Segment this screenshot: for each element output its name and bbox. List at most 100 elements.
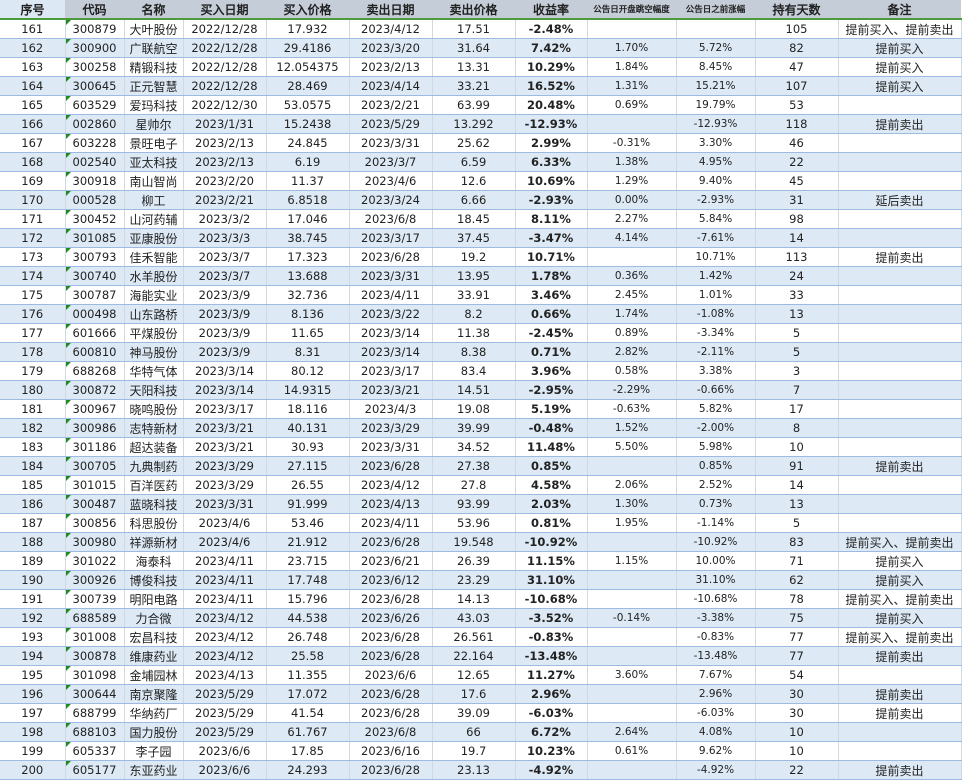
cell-hold-days[interactable]: 78: [755, 589, 839, 609]
cell-gap-open[interactable]: 0.89%: [587, 323, 677, 343]
cell-sell-date[interactable]: 2023/6/26: [349, 608, 433, 628]
cell-return-rate[interactable]: -6.03%: [515, 703, 588, 723]
cell-buy-price[interactable]: 23.715: [266, 551, 350, 571]
cell-buy-date[interactable]: 2023/3/9: [183, 323, 267, 343]
cell-sell-price[interactable]: 31.64: [432, 38, 516, 58]
cell-buy-price[interactable]: 27.115: [266, 456, 350, 476]
cell-buy-price[interactable]: 41.54: [266, 703, 350, 723]
cell-remark[interactable]: 提前卖出: [838, 247, 962, 267]
cell-name[interactable]: 国力股份: [124, 722, 184, 742]
cell-buy-date[interactable]: 2023/3/3: [183, 228, 267, 248]
cell-gap-open[interactable]: 4.14%: [587, 228, 677, 248]
cell-hold-days[interactable]: 22: [755, 152, 839, 172]
cell-index[interactable]: 181: [0, 399, 66, 419]
cell-buy-price[interactable]: 30.93: [266, 437, 350, 457]
cell-name[interactable]: 晓鸣股份: [124, 399, 184, 419]
cell-sell-price[interactable]: 93.99: [432, 494, 516, 514]
cell-index[interactable]: 193: [0, 627, 66, 647]
cell-remark[interactable]: [838, 266, 962, 286]
cell-gap-open[interactable]: 1.70%: [587, 38, 677, 58]
cell-gap-open[interactable]: [587, 703, 677, 723]
cell-sell-date[interactable]: 2023/6/28: [349, 760, 433, 780]
cell-return-rate[interactable]: 3.96%: [515, 361, 588, 381]
cell-sell-price[interactable]: 43.03: [432, 608, 516, 628]
cell-hold-days[interactable]: 10: [755, 722, 839, 742]
cell-buy-price[interactable]: 11.355: [266, 665, 350, 685]
cell-sell-date[interactable]: 2023/5/29: [349, 114, 433, 134]
cell-name[interactable]: 天阳科技: [124, 380, 184, 400]
cell-pre-gain[interactable]: -1.14%: [676, 513, 756, 533]
cell-return-rate[interactable]: -3.47%: [515, 228, 588, 248]
cell-index[interactable]: 199: [0, 741, 66, 761]
cell-code[interactable]: 300258: [65, 57, 125, 77]
cell-return-rate[interactable]: 5.19%: [515, 399, 588, 419]
cell-gap-open[interactable]: [587, 760, 677, 780]
cell-buy-date[interactable]: 2023/4/13: [183, 665, 267, 685]
cell-index[interactable]: 192: [0, 608, 66, 628]
cell-buy-price[interactable]: 11.65: [266, 323, 350, 343]
column-header-pre-gain[interactable]: 公告日之前涨幅: [676, 0, 755, 20]
cell-remark[interactable]: [838, 475, 962, 495]
cell-buy-price[interactable]: 18.116: [266, 399, 350, 419]
cell-remark[interactable]: [838, 228, 962, 248]
cell-return-rate[interactable]: 4.58%: [515, 475, 588, 495]
cell-gap-open[interactable]: 2.45%: [587, 285, 677, 305]
cell-remark[interactable]: 提前卖出: [838, 760, 962, 780]
cell-index[interactable]: 182: [0, 418, 66, 438]
cell-remark[interactable]: [838, 665, 962, 685]
cell-name[interactable]: 博俊科技: [124, 570, 184, 590]
cell-buy-price[interactable]: 24.845: [266, 133, 350, 153]
cell-pre-gain[interactable]: -2.11%: [676, 342, 756, 362]
cell-return-rate[interactable]: 11.15%: [515, 551, 588, 571]
cell-hold-days[interactable]: 75: [755, 608, 839, 628]
cell-sell-date[interactable]: 2023/4/6: [349, 171, 433, 191]
cell-remark[interactable]: [838, 437, 962, 457]
cell-code[interactable]: 301186: [65, 437, 125, 457]
cell-code[interactable]: 605177: [65, 760, 125, 780]
cell-buy-date[interactable]: 2023/3/21: [183, 437, 267, 457]
cell-hold-days[interactable]: 14: [755, 228, 839, 248]
cell-sell-date[interactable]: 2023/3/14: [349, 342, 433, 362]
cell-sell-price[interactable]: 17.6: [432, 684, 516, 704]
cell-pre-gain[interactable]: -10.92%: [676, 532, 756, 552]
cell-sell-price[interactable]: 18.45: [432, 209, 516, 229]
cell-buy-date[interactable]: 2023/2/21: [183, 190, 267, 210]
cell-buy-price[interactable]: 61.767: [266, 722, 350, 742]
cell-index[interactable]: 197: [0, 703, 66, 723]
cell-name[interactable]: 南京聚隆: [124, 684, 184, 704]
cell-sell-price[interactable]: 33.21: [432, 76, 516, 96]
cell-code[interactable]: 301098: [65, 665, 125, 685]
cell-hold-days[interactable]: 77: [755, 627, 839, 647]
cell-code[interactable]: 688268: [65, 361, 125, 381]
cell-pre-gain[interactable]: 3.30%: [676, 133, 756, 153]
cell-code[interactable]: 300793: [65, 247, 125, 267]
cell-gap-open[interactable]: 1.95%: [587, 513, 677, 533]
cell-remark[interactable]: 提前买入、提前卖出: [838, 589, 962, 609]
cell-return-rate[interactable]: 0.81%: [515, 513, 588, 533]
cell-pre-gain[interactable]: 7.67%: [676, 665, 756, 685]
cell-remark[interactable]: [838, 380, 962, 400]
cell-remark[interactable]: [838, 741, 962, 761]
cell-code[interactable]: 301022: [65, 551, 125, 571]
cell-name[interactable]: 金埔园林: [124, 665, 184, 685]
cell-return-rate[interactable]: 6.33%: [515, 152, 588, 172]
cell-code[interactable]: 300879: [65, 19, 125, 39]
cell-buy-price[interactable]: 17.932: [266, 19, 350, 39]
cell-gap-open[interactable]: [587, 646, 677, 666]
cell-return-rate[interactable]: -10.68%: [515, 589, 588, 609]
cell-hold-days[interactable]: 30: [755, 703, 839, 723]
cell-gap-open[interactable]: 2.27%: [587, 209, 677, 229]
cell-code[interactable]: 300644: [65, 684, 125, 704]
cell-sell-date[interactable]: 2023/4/13: [349, 494, 433, 514]
cell-sell-date[interactable]: 2023/3/14: [349, 323, 433, 343]
cell-gap-open[interactable]: [587, 247, 677, 267]
cell-buy-date[interactable]: 2022/12/28: [183, 38, 267, 58]
cell-pre-gain[interactable]: -6.03%: [676, 703, 756, 723]
cell-return-rate[interactable]: 3.46%: [515, 285, 588, 305]
cell-index[interactable]: 198: [0, 722, 66, 742]
cell-index[interactable]: 185: [0, 475, 66, 495]
column-header-index[interactable]: 序号: [0, 0, 65, 20]
cell-name[interactable]: 柳工: [124, 190, 184, 210]
cell-sell-price[interactable]: 34.52: [432, 437, 516, 457]
cell-sell-date[interactable]: 2023/3/7: [349, 152, 433, 172]
